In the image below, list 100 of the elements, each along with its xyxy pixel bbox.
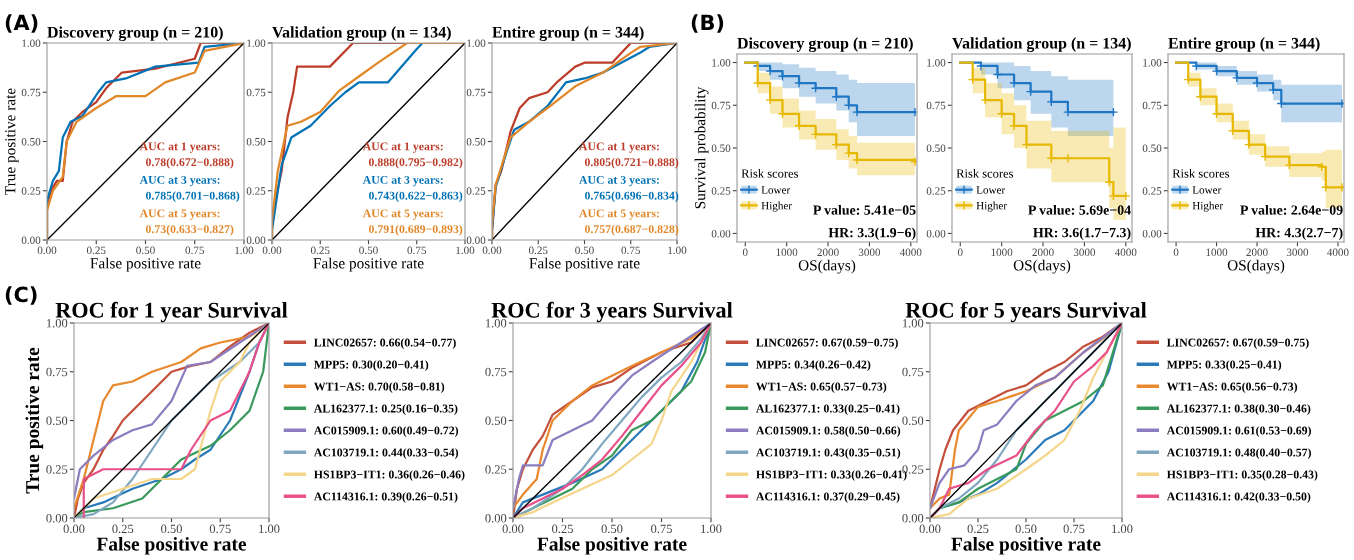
annotation: 0.743(0.622−0.863) [368,191,463,203]
y-tick-label: 0.00 [926,229,946,238]
chart-title: Entire group (n = 344) [1168,37,1320,52]
y-tick-label: 0.50 [1142,144,1162,153]
y-tick-label: 0.50 [246,137,266,146]
x-tick-label: 0.50 [1015,524,1037,534]
annotation: AUC at 1 years: [139,142,220,153]
legend-label: LINC02657: 0.66(0.54−0.77) [314,338,456,349]
legend-label: AC114316.1: 0.39(0.26−0.51) [313,492,458,503]
legend-label: MPP5: 0.34(0.26−0.42) [756,360,871,371]
x-tick-label: 2000 [817,248,839,257]
x-tick-label: 4000 [899,248,922,257]
y-tick-label: 0.00 [466,236,486,245]
legend-label: Higher [761,201,792,212]
annotation: AUC at 3 years: [139,175,220,187]
x-tick-label: 0 [742,248,748,257]
x-axis-title: False positive rate [90,257,201,272]
x-tick-label: 0.75 [185,246,205,255]
y-tick-label: 0.50 [926,144,946,153]
x-tick-label: 2000 [1246,248,1268,257]
x-tick-label: 0.75 [621,246,641,255]
legend-label: HS1BP3−IT1: 0.35(0.28−0.43) [1166,470,1318,481]
legend-label: WT1−AS: 0.65(0.56−0.73) [1166,382,1298,393]
chart-title: Discovery group (n = 210) [737,37,913,52]
x-axis-title: OS(days) [1227,259,1285,274]
y-tick-label: 1.00 [712,59,731,67]
annotation: HR: 3.6(1.7−7.3) [1033,227,1131,241]
text: (C) [5,286,37,305]
y-tick-label: 0.00 [46,514,68,523]
y-tick-label: 0.00 [21,236,41,245]
chart-title: Discovery group (n = 210) [47,26,223,41]
y-axis-title: Survival probability [694,86,709,209]
legend-label: AC103719.1: 0.48(0.40−0.57) [1166,448,1311,459]
x-tick-label: 4000 [1327,248,1349,257]
chart-title: Entire group (n = 344) [492,26,644,41]
legend-label: Lower [976,186,1006,194]
annotation: AUC at 5 years: [579,209,659,220]
legend-label: AC114316.1: 0.37(0.29−0.45) [756,492,900,503]
legend-title: Risk scores [741,168,799,178]
annotation: 0.757(0.687−0.828) [584,224,679,236]
x-tick-label: 1000 [776,248,798,257]
x-tick-label: 0.75 [209,524,231,534]
y-tick-label: 1.00 [22,39,41,48]
legend-label: WT1−AS: 0.70(0.58−0.81) [313,382,445,393]
y-tick-label: 0.00 [246,236,266,245]
annotation: AUC at 5 years: [139,209,220,220]
legend-label: AC103719.1: 0.43(0.35−0.51) [756,448,901,459]
y-tick-label: 0.50 [902,416,924,426]
y-tick-label: 0.00 [902,514,924,523]
legend-label: MPP5: 0.33(0.25−0.41) [1166,360,1282,371]
legend-label: MPP5: 0.30(0.20−0.41) [314,360,429,371]
y-tick-label: 0.50 [711,144,731,153]
y-tick-label: 0.50 [485,416,507,426]
x-tick-label: 1000 [1206,248,1228,257]
legend-label: Higher [1192,201,1224,212]
y-tick-label: 0.50 [21,137,41,146]
annotation: 0.888(0.795−0.982) [368,157,463,169]
annotation: 0.78(0.672−0.888) [145,157,234,169]
annotation: HR: 3.3(1.9−6) [828,227,916,241]
x-tick-label: 0.75 [407,246,427,255]
x-tick-label: 0.25 [967,524,989,534]
annotation: 0.805(0.721−0.888) [584,157,679,169]
y-tick-label: 0.50 [46,416,68,426]
annotation: 0.73(0.633−0.827) [145,224,234,236]
x-tick-label: 0.50 [136,246,155,255]
x-tick-label: 2000 [1032,248,1054,257]
y-tick-label: 0.25 [926,187,946,195]
x-axis-title: False positive rate [96,536,247,555]
x-tick-label: 0.00 [262,246,282,255]
legend-label: AC015909.1: 0.61(0.53−0.69) [1166,426,1311,437]
y-tick-label: 0.25 [485,465,507,474]
x-tick-label: 0 [957,248,963,257]
x-tick-label: 0.00 [502,524,524,534]
text: (A) [5,14,38,33]
x-axis-title: False positive rate [537,536,687,555]
x-tick-label: 0.25 [528,246,548,255]
annotation: AUC at 1 years: [579,142,659,153]
x-tick-label: 0.75 [1063,524,1085,534]
legend-label: Lower [1192,186,1222,194]
x-tick-label: 0.75 [651,524,672,534]
x-axis-title: False positive rate [313,257,424,272]
text: (B) [691,14,724,33]
legend-label: LINC02657: 0.67(0.59−0.75) [1166,338,1309,349]
annotation: 0.791(0.689−0.893) [368,224,463,236]
y-tick-label: 0.50 [466,137,486,146]
y-tick-label: 0.25 [466,187,486,195]
y-tick-label: 0.25 [21,187,41,195]
x-tick-label: 0.25 [86,246,106,255]
annotation: 0.765(0.696−0.834) [584,191,679,203]
y-tick-label: 0.75 [1142,101,1162,110]
x-tick-label: 0.25 [552,524,573,534]
legend-label: AC114316.1: 0.42(0.33−0.50) [1166,492,1311,503]
annotation: 0.785(0.701−0.868) [145,191,240,203]
y-tick-label: 0.75 [466,88,486,97]
chart-title: Validation group (n = 134) [952,37,1131,52]
annotation: AUC at 3 years: [579,175,659,187]
y-tick-label: 1.00 [467,39,486,48]
x-tick-label: 0.50 [359,246,378,255]
y-tick-label: 0.25 [711,187,731,195]
y-tick-label: 0.00 [711,229,731,238]
